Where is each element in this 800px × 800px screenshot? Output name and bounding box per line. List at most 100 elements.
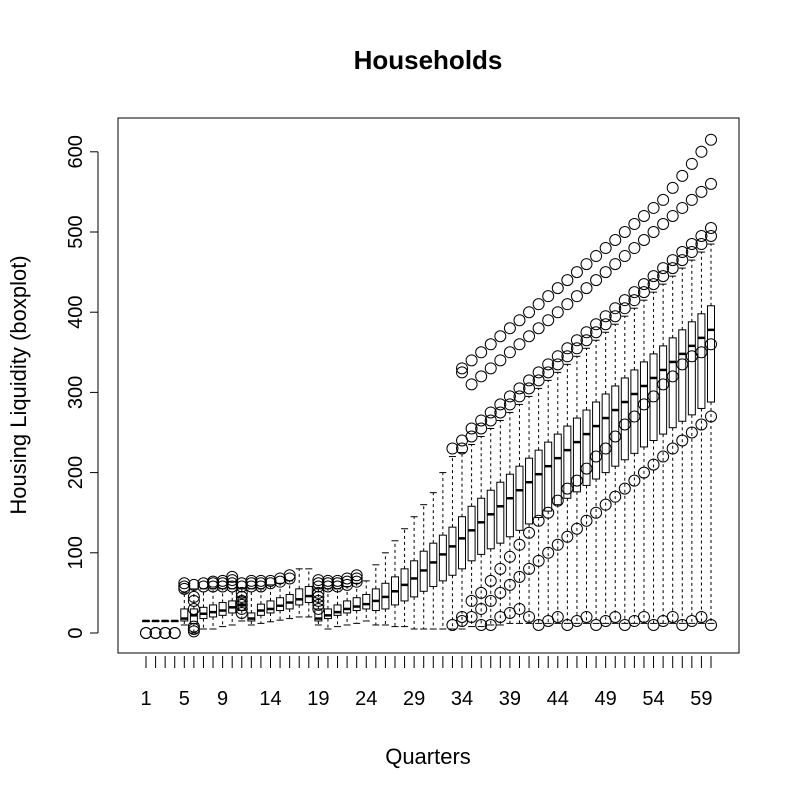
outlier-point bbox=[484, 574, 497, 587]
box-quarter-59 bbox=[695, 145, 708, 624]
box-quarter-52 bbox=[628, 217, 641, 627]
box bbox=[486, 489, 495, 550]
x-axis: 1 5 9 14 19 24 29 34 39 44 49 54 59 bbox=[140, 656, 713, 710]
outlier-point bbox=[465, 610, 478, 623]
outlier-point bbox=[590, 450, 603, 463]
box-quarter-33 bbox=[446, 442, 459, 631]
x-tick-label: 39 bbox=[499, 688, 521, 710]
plot-frame bbox=[117, 117, 740, 654]
box-quarter-44 bbox=[551, 282, 564, 624]
outlier-point bbox=[647, 226, 660, 238]
box-quarter-39 bbox=[503, 322, 516, 624]
outlier-point bbox=[513, 390, 526, 403]
chart-title: Households bbox=[354, 45, 503, 75]
outlier-point bbox=[264, 574, 277, 587]
box bbox=[707, 305, 715, 403]
y-tick-label: 400 bbox=[65, 296, 87, 329]
box bbox=[323, 608, 332, 620]
outlier-point bbox=[484, 414, 497, 427]
outlier-point bbox=[580, 514, 593, 527]
box bbox=[687, 321, 696, 416]
box-quarter-46 bbox=[570, 266, 583, 627]
outlier-point bbox=[523, 610, 536, 623]
outlier-point bbox=[570, 266, 583, 279]
outlier-point bbox=[484, 406, 497, 419]
outlier-point bbox=[657, 378, 670, 391]
y-tick-label: 0 bbox=[65, 627, 87, 638]
box-quarter-26 bbox=[381, 552, 390, 626]
outlier-point bbox=[705, 338, 717, 351]
outlier-point bbox=[523, 526, 536, 539]
outlier-point bbox=[542, 366, 555, 379]
outlier-point bbox=[551, 306, 564, 319]
outlier-point bbox=[312, 602, 325, 615]
outlier-point bbox=[580, 282, 593, 295]
box bbox=[438, 534, 447, 582]
outlier-point bbox=[187, 590, 200, 603]
outlier-point bbox=[609, 610, 622, 623]
outlier-point bbox=[475, 618, 488, 631]
outlier-point bbox=[551, 538, 564, 551]
outlier-point bbox=[312, 594, 325, 607]
box-quarter-2 bbox=[149, 619, 162, 639]
outlier-point bbox=[695, 185, 708, 198]
outlier-point bbox=[637, 610, 650, 623]
box bbox=[582, 409, 591, 486]
outlier-point bbox=[628, 294, 641, 307]
box bbox=[611, 385, 620, 467]
outlier-point bbox=[254, 577, 267, 590]
box bbox=[534, 449, 543, 519]
outlier-point bbox=[657, 193, 670, 206]
box-quarter-45 bbox=[561, 274, 574, 631]
outlier-point bbox=[235, 606, 248, 619]
outlier-point bbox=[618, 226, 631, 238]
outlier-point bbox=[628, 217, 641, 230]
outlier-point bbox=[494, 330, 507, 343]
outlier-point bbox=[235, 598, 248, 611]
outlier-point bbox=[618, 418, 631, 431]
outlier-point bbox=[456, 442, 469, 455]
outlier-point bbox=[254, 574, 267, 587]
x-tick-label: 24 bbox=[355, 688, 377, 710]
box-quarter-35 bbox=[465, 354, 478, 628]
outlier-point bbox=[484, 362, 497, 375]
box-quarter-41 bbox=[523, 306, 536, 624]
outlier-point bbox=[705, 230, 717, 243]
box bbox=[218, 602, 227, 616]
outlier-point bbox=[705, 133, 717, 146]
box bbox=[601, 393, 610, 474]
outlier-point bbox=[503, 398, 516, 411]
outlier-point bbox=[637, 286, 650, 299]
outlier-point bbox=[561, 298, 574, 311]
box-quarter-38 bbox=[494, 330, 507, 626]
outlier-point bbox=[599, 242, 612, 255]
box-quarter-14 bbox=[264, 574, 277, 623]
box bbox=[180, 608, 189, 622]
box-quarter-18 bbox=[304, 568, 313, 618]
box bbox=[314, 608, 323, 622]
box-quarter-17 bbox=[295, 568, 304, 618]
box-quarter-50 bbox=[609, 234, 622, 624]
outlier-point bbox=[590, 318, 603, 331]
outlier-point bbox=[542, 546, 555, 559]
outlier-point bbox=[494, 406, 507, 419]
outlier-point bbox=[599, 498, 612, 511]
box bbox=[649, 353, 658, 442]
box bbox=[515, 465, 524, 531]
outlier-point bbox=[705, 221, 717, 234]
outlier-point bbox=[618, 302, 631, 315]
outlier-point bbox=[685, 426, 698, 439]
outlier-point bbox=[187, 622, 200, 635]
outlier-point bbox=[465, 422, 478, 435]
outlier-point bbox=[599, 266, 612, 279]
box bbox=[525, 457, 534, 525]
box-quarter-6 bbox=[187, 578, 200, 638]
outlier-point bbox=[695, 230, 708, 243]
box bbox=[304, 585, 313, 604]
outlier-point bbox=[523, 382, 536, 395]
outlier-point bbox=[580, 334, 593, 347]
outlier-point bbox=[647, 270, 660, 283]
box-quarter-30 bbox=[419, 504, 428, 630]
outlier-point bbox=[513, 382, 526, 395]
